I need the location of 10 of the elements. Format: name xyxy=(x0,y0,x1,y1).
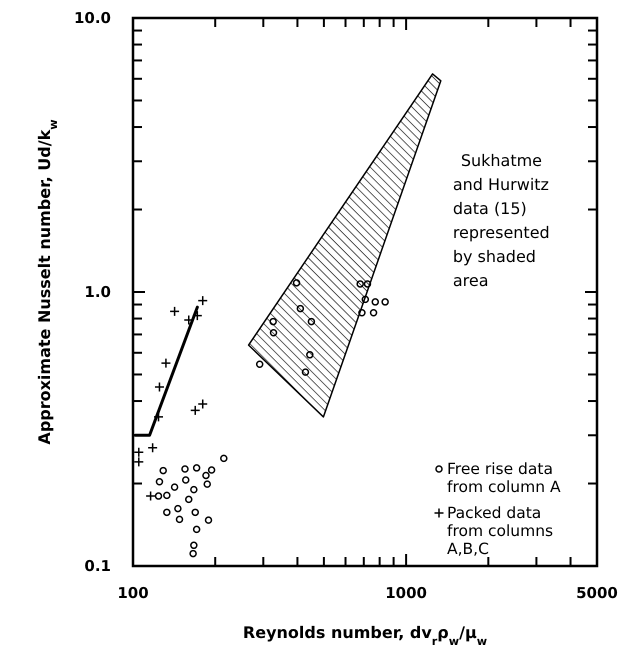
legend-label: Sukhatme and Hurwitz data (15) represented by shaded area xyxy=(452,150,550,290)
x-tick-label: 1000 xyxy=(385,584,427,602)
x-tick-label: 5000 xyxy=(576,584,618,602)
legend-label: Free rise data from column A xyxy=(447,460,561,496)
legend-label: Packed data from columns A,B,C xyxy=(447,504,554,558)
x-axis-title: Reynolds number, dv$_{r}$ρ$_{w}$/μ$_{w}$ xyxy=(242,623,488,648)
y-tick-label: 0.1 xyxy=(84,557,111,575)
x-tick-label: 100 xyxy=(117,584,149,602)
y-tick-label: 10.0 xyxy=(74,9,111,27)
y-tick-label: 1.0 xyxy=(84,283,111,301)
